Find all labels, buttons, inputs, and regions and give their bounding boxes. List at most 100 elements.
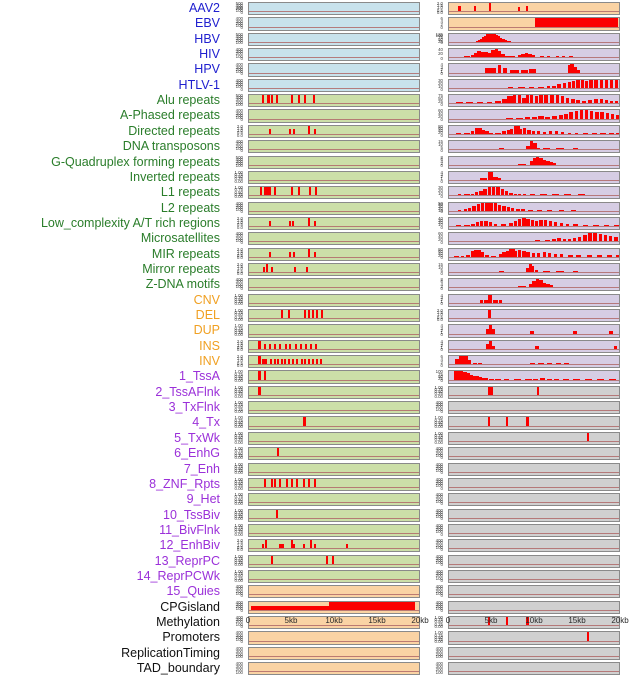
data-bar [542, 252, 547, 257]
data-bar [266, 263, 269, 273]
y-axis: 400 300 200 100 0 [424, 462, 444, 476]
data-bar [261, 359, 264, 365]
y-tick: 0 [440, 178, 443, 184]
data-bar [531, 265, 535, 273]
data-bar [269, 359, 272, 365]
y-tick: 0 [240, 286, 243, 292]
track-label-inverted-repeats: Inverted repeats [129, 169, 220, 184]
baseline [449, 548, 619, 550]
y-tick: 0.00 [234, 500, 243, 506]
y-tick: 4 [440, 323, 443, 329]
baseline [449, 41, 619, 43]
data-bar [528, 283, 533, 288]
y-tick: 60 [438, 108, 443, 114]
baseline [249, 625, 419, 627]
y-tick: 0 [440, 117, 443, 123]
track-label-l2-repeats: L2 repeats [160, 200, 220, 215]
y-tick: 1.00 [234, 553, 243, 559]
track-label-methylation: Methylation [156, 615, 220, 629]
y-tick: 0.5 [236, 544, 243, 550]
data-bar [572, 148, 578, 150]
baseline [249, 226, 419, 228]
plot-area [448, 385, 620, 399]
plot-area [448, 94, 620, 108]
data-bar [289, 344, 292, 349]
data-bar [313, 543, 316, 549]
track-right-microsatellites: 60 40 20 0 [424, 231, 620, 246]
y-tick: 200 [235, 6, 243, 12]
data-bar [273, 344, 276, 349]
x-tick: 5kb [284, 616, 298, 625]
y-tick: 0.75 [234, 525, 243, 531]
y-tick: 40 [438, 234, 443, 240]
plot-area [448, 293, 620, 307]
y-tick: 1.5 [436, 3, 443, 9]
track-left-htlv-1: 400 300 200 100 0 [224, 78, 420, 92]
y-axis: 60 40 20 0 [424, 108, 444, 123]
track-label-9-het: 9_Het [186, 492, 220, 507]
data-bar [493, 223, 498, 227]
y-tick: 0.00 [434, 439, 443, 445]
track-label-ebv: EBV [194, 16, 220, 31]
plot-area [248, 431, 420, 445]
y-tick: 80 [438, 246, 443, 252]
y-tick: 75 [438, 371, 443, 377]
baseline [449, 440, 619, 442]
data-bar [268, 221, 271, 227]
track-label-g-quadruplex-forming-repeats: G-Quadruplex forming repeats [51, 154, 220, 169]
data-bar [311, 359, 314, 365]
data-bar [546, 283, 550, 288]
x-tick: 0 [445, 616, 451, 625]
y-tick: 0 [440, 577, 443, 583]
y-tick: 400 [435, 538, 443, 544]
data-bar [479, 220, 484, 227]
baseline [449, 502, 619, 504]
track-label-15-quies: 15_Quies [166, 584, 220, 599]
y-tick: 0 [440, 270, 443, 276]
y-axis: 400 300 200 100 0 [224, 630, 244, 644]
track-left-microsatellites: 400 300 200 100 0 [224, 231, 420, 246]
track-label-2-tssaflnk: 2_TssAFlnk [155, 384, 220, 399]
data-bar [560, 131, 565, 134]
y-axis: 400 300 200 100 0 [424, 523, 444, 537]
y-tick: 1.5 [236, 340, 243, 346]
y-tick: 0.25 [234, 575, 243, 581]
data-bar [502, 131, 506, 134]
data-bar [296, 359, 299, 365]
y-tick: 0.50 [234, 511, 243, 517]
data-bar [310, 540, 313, 549]
data-bar [311, 310, 314, 319]
plot-area [248, 278, 420, 292]
y-tick: 1.00 [434, 384, 443, 390]
y-tick: 2.0 [236, 338, 243, 344]
plot-area [248, 370, 420, 384]
plot-area [248, 585, 420, 599]
y-tick: 100 [435, 529, 443, 535]
y-tick: 5 [440, 267, 443, 273]
y-tick: 75 [438, 93, 443, 99]
y-axis: 500 400 300 200 100 [224, 93, 244, 107]
data-bar [531, 116, 537, 119]
data-bar [516, 117, 523, 119]
data-bar [487, 386, 493, 395]
data-bar [588, 233, 592, 242]
y-tick: 0 [440, 193, 443, 199]
track-label-directed-repeats: Directed repeats [128, 123, 220, 138]
data-bar [528, 209, 534, 211]
data-bar [562, 83, 566, 88]
track-left-13-reprpc: 1.00 0.75 0.50 0.25 0.00 [224, 553, 420, 568]
data-bar [485, 378, 489, 380]
plot-area [448, 523, 620, 538]
plot-area [448, 48, 620, 62]
data-bar [564, 194, 572, 196]
data-bar [529, 95, 534, 104]
data-bar [615, 254, 619, 257]
y-tick: 1.5 [236, 248, 243, 254]
data-bar [572, 224, 578, 227]
data-bar [492, 33, 495, 42]
data-bar [466, 254, 470, 257]
plot-area [448, 186, 620, 200]
data-bar [482, 377, 486, 380]
